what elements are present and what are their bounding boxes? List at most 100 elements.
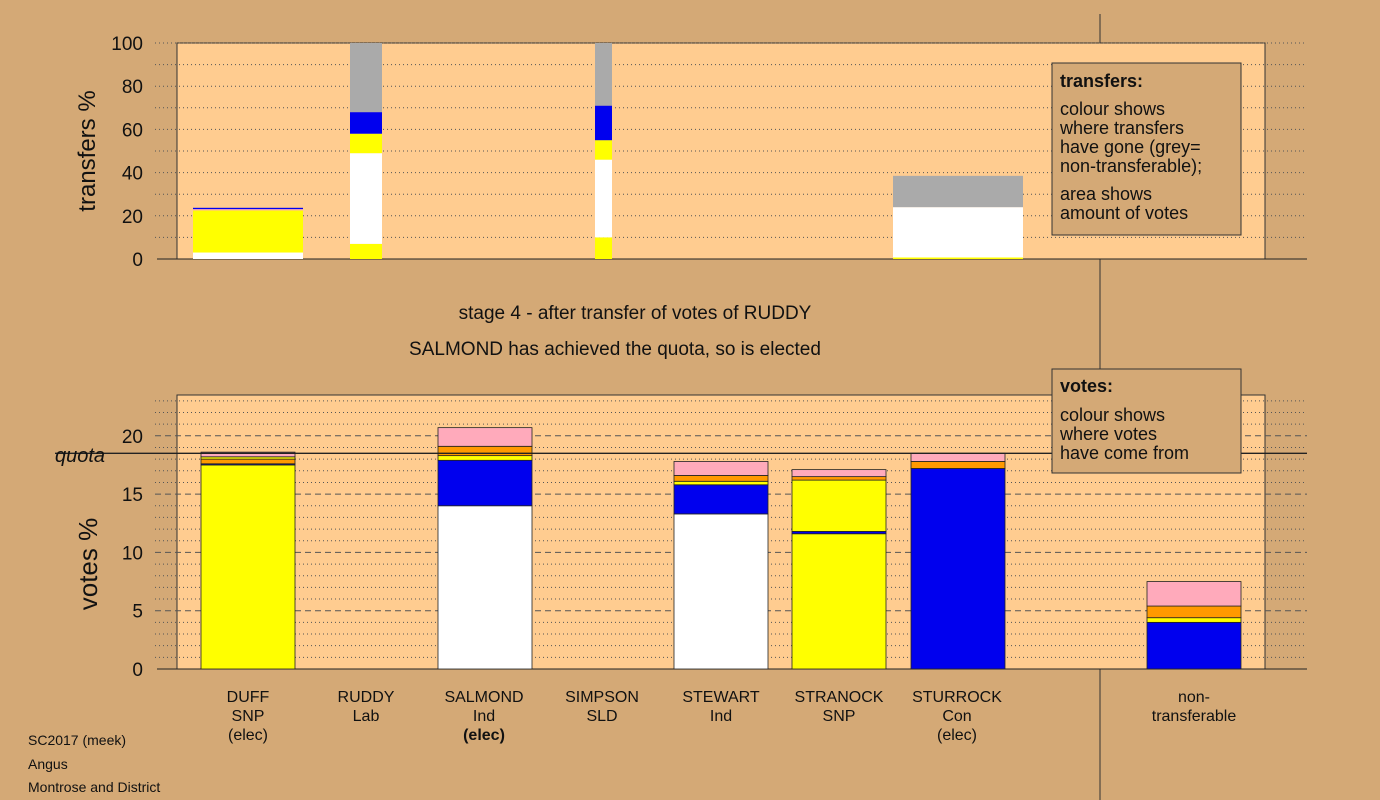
bar-segment xyxy=(1146,605,1242,619)
candidate-party: Ind xyxy=(472,708,496,725)
stage-subtitle: SALMOND has achieved the quota, so is el… xyxy=(409,339,821,360)
y-tick-label: 80 xyxy=(122,77,143,98)
legend-text: non-transferable); xyxy=(1060,156,1202,176)
candidate-name: STURROCK xyxy=(912,689,1002,706)
bar-segment xyxy=(200,458,296,465)
bar-segment xyxy=(350,112,382,134)
label-sturrock: STURROCK Con (elec) xyxy=(897,688,1017,745)
bar-segment xyxy=(1146,617,1242,623)
bar-segment xyxy=(350,43,382,113)
candidate-name: non- xyxy=(1177,689,1211,706)
bar-segment xyxy=(893,175,1023,208)
legend-text: where votes xyxy=(1059,424,1157,444)
bar-segment xyxy=(893,207,1023,258)
candidate-status: (elec) xyxy=(463,727,505,744)
bar-segment xyxy=(350,153,382,244)
vote-bar xyxy=(200,451,296,670)
transfer-bar xyxy=(595,43,612,259)
bar-segment xyxy=(350,133,382,154)
bar-segment xyxy=(1146,581,1242,607)
bar-segment xyxy=(791,476,887,481)
label-stewart: STEWART Ind xyxy=(661,688,781,726)
footer-line-1: SC2017 (meek) xyxy=(28,732,127,748)
bar-segment xyxy=(791,469,887,478)
label-salmond: SALMOND Ind (elec) xyxy=(424,688,544,745)
transfer-bar xyxy=(193,207,303,259)
bar-segment xyxy=(791,533,887,670)
candidate-party: SNP xyxy=(822,708,856,725)
candidate-party: SNP xyxy=(231,708,265,725)
bar-segment xyxy=(595,140,612,160)
footer-line-3: Montrose and District xyxy=(28,779,161,795)
candidate-name: DUFF xyxy=(226,689,270,706)
vote-bar xyxy=(437,427,533,670)
bar-segment xyxy=(437,455,533,461)
bar-segment xyxy=(437,459,533,507)
y-axis-title: votes % xyxy=(73,518,103,611)
label-ruddy: RUDDY Lab xyxy=(306,688,426,726)
label-non-transferable: non- transferable xyxy=(1124,688,1264,726)
bar-segment xyxy=(673,461,769,476)
legend-text: where transfers xyxy=(1059,118,1184,138)
bar-segment xyxy=(595,105,612,141)
vote-bar xyxy=(673,461,769,670)
vote-bar xyxy=(791,469,887,670)
bar-segment xyxy=(910,468,1006,670)
legend-text: have gone (grey= xyxy=(1060,137,1201,157)
bar-segment xyxy=(350,243,382,259)
bar-segment xyxy=(200,451,296,458)
y-tick-label: 10 xyxy=(122,543,143,564)
bar-segment xyxy=(910,452,1006,462)
candidate-name: SALMOND xyxy=(444,689,524,706)
y-tick-label: 0 xyxy=(132,660,143,681)
y-tick-label: 40 xyxy=(122,164,143,185)
label-simpson: SIMPSON SLD xyxy=(542,688,662,726)
y-axis-title: transfers % xyxy=(74,90,101,211)
vote-bar xyxy=(910,452,1006,670)
candidate-name: STRANOCK xyxy=(794,689,884,706)
legend-text: amount of votes xyxy=(1060,203,1188,223)
bar-segment xyxy=(200,464,296,670)
footer-line-2: Angus xyxy=(28,756,68,772)
label-duff: DUFF SNP (elec) xyxy=(188,688,308,745)
candidate-party: transferable xyxy=(1151,708,1237,725)
candidate-status: (elec) xyxy=(936,727,977,744)
legend-box xyxy=(1051,368,1242,474)
legend-title: votes: xyxy=(1060,376,1113,396)
y-tick-label: 60 xyxy=(122,120,143,141)
legend-text: colour shows xyxy=(1060,99,1165,119)
y-tick-label: 0 xyxy=(132,250,143,271)
legend-text: area shows xyxy=(1060,184,1152,204)
candidate-party: Lab xyxy=(352,708,380,725)
candidate-party: SLD xyxy=(586,708,618,725)
bar-segment xyxy=(193,209,303,211)
transfer-bar xyxy=(350,43,382,259)
vote-bar xyxy=(1146,581,1242,670)
bar-segment xyxy=(193,252,303,259)
bar-segment xyxy=(673,480,769,486)
bar-segment xyxy=(791,479,887,532)
bar-segment xyxy=(673,513,769,670)
candidate-status: (elec) xyxy=(227,727,268,744)
y-tick-label: 20 xyxy=(122,427,143,448)
bar-segment xyxy=(893,257,1023,259)
quota-label: quota xyxy=(55,445,105,467)
candidate-name: STEWART xyxy=(682,689,760,706)
bar-segment xyxy=(193,210,303,253)
candidate-party: Ind xyxy=(709,708,733,725)
bar-segment xyxy=(595,237,612,259)
y-tick-label: 5 xyxy=(132,602,143,623)
y-tick-label: 15 xyxy=(122,485,143,506)
transfer-bar xyxy=(893,175,1023,259)
y-tick-label: 20 xyxy=(122,207,143,228)
bar-segment xyxy=(595,43,612,106)
bar-segment xyxy=(437,505,533,670)
bar-segment xyxy=(437,445,533,457)
stage-title: stage 4 - after transfer of votes of RUD… xyxy=(459,303,812,324)
y-tick-label: 100 xyxy=(111,34,143,55)
legend-box xyxy=(1051,62,1242,236)
legend-title: transfers: xyxy=(1060,71,1143,91)
